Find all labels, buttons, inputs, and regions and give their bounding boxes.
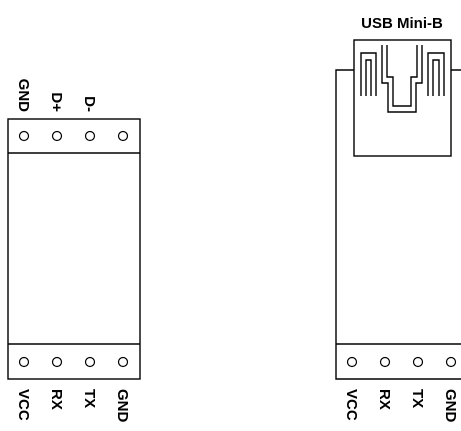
usb-mini-b-connector xyxy=(353,39,452,157)
right-bottom-label-gnd: GND xyxy=(442,389,459,423)
left-bottom-pin-vcc xyxy=(18,356,30,368)
right-bottom-label-vcc: VCC xyxy=(343,389,360,421)
left-bottom-label-tx: TX xyxy=(81,389,98,408)
usb-left-clip xyxy=(360,52,377,96)
usb-left-clip-inner xyxy=(365,59,372,96)
right-bottom-pin-vcc xyxy=(346,356,358,368)
right-bottom-pin-tx xyxy=(412,356,424,368)
usb-center-tongue-inner xyxy=(386,45,418,107)
usb-connector-shell xyxy=(353,39,452,157)
right-bottom-pin-rx xyxy=(379,356,391,368)
left-bottom-pin-gnd xyxy=(117,356,129,368)
usb-connector-label: USB Mini-B xyxy=(361,15,443,32)
left-board-outline xyxy=(7,118,141,380)
right-bottom-pin-gnd xyxy=(445,356,457,368)
left-bottom-pin-tx xyxy=(84,356,96,368)
usb-right-clip-inner xyxy=(432,59,440,96)
left-top-label-dminus: D- xyxy=(81,96,98,112)
right-bottom-label-rx: RX xyxy=(376,389,393,410)
left-bottom-label-gnd: GND xyxy=(114,389,131,423)
right-board: USB Mini-B VCC RX TX GND xyxy=(335,15,461,423)
usb-center-tongue-outer xyxy=(381,45,423,113)
left-top-pin-dplus xyxy=(51,130,63,142)
left-bottom-pin-rx xyxy=(51,356,63,368)
right-bottom-label-tx: TX xyxy=(409,389,426,408)
left-top-pin-dminus xyxy=(84,130,96,142)
left-top-label-dplus: D+ xyxy=(48,92,65,112)
left-bottom-label-rx: RX xyxy=(48,389,65,410)
usb-right-clip xyxy=(427,52,445,96)
left-top-pin-gnd xyxy=(18,130,30,142)
left-top-label-gnd: GND xyxy=(15,79,32,113)
left-top-pin-nc xyxy=(117,130,129,142)
right-board-outline xyxy=(335,69,461,380)
left-bottom-label-vcc: VCC xyxy=(15,389,32,421)
left-board: GND D+ D- VCC RX TX GND xyxy=(7,79,141,423)
